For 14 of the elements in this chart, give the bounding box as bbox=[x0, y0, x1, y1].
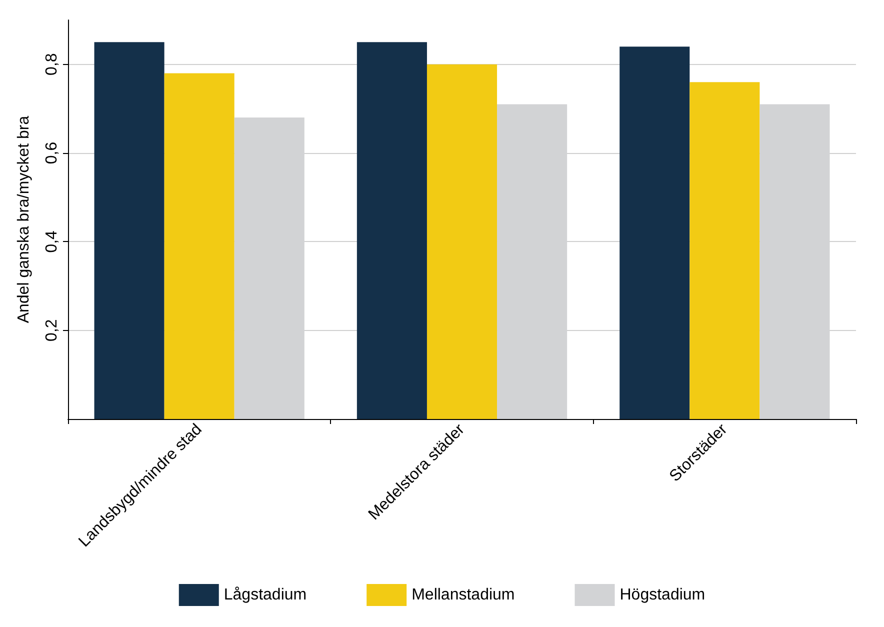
legend-label: Lågstadium bbox=[224, 586, 307, 604]
bar bbox=[426, 64, 498, 419]
bar bbox=[164, 73, 234, 419]
bar bbox=[620, 46, 690, 419]
y-tick-label: 0,4 bbox=[44, 230, 60, 253]
legend-label: Mellanstadium bbox=[412, 586, 515, 604]
y-tick-label: 0,6 bbox=[44, 142, 60, 164]
bar bbox=[690, 82, 760, 419]
y-tick-label: 0,8 bbox=[44, 53, 60, 76]
bar bbox=[356, 42, 427, 419]
legend-label: Högstadium bbox=[620, 586, 706, 604]
y-tick-label: 0,2 bbox=[44, 319, 60, 342]
y-axis-title: Andel ganska bra/mycket bra bbox=[16, 116, 32, 324]
bar bbox=[94, 42, 164, 419]
